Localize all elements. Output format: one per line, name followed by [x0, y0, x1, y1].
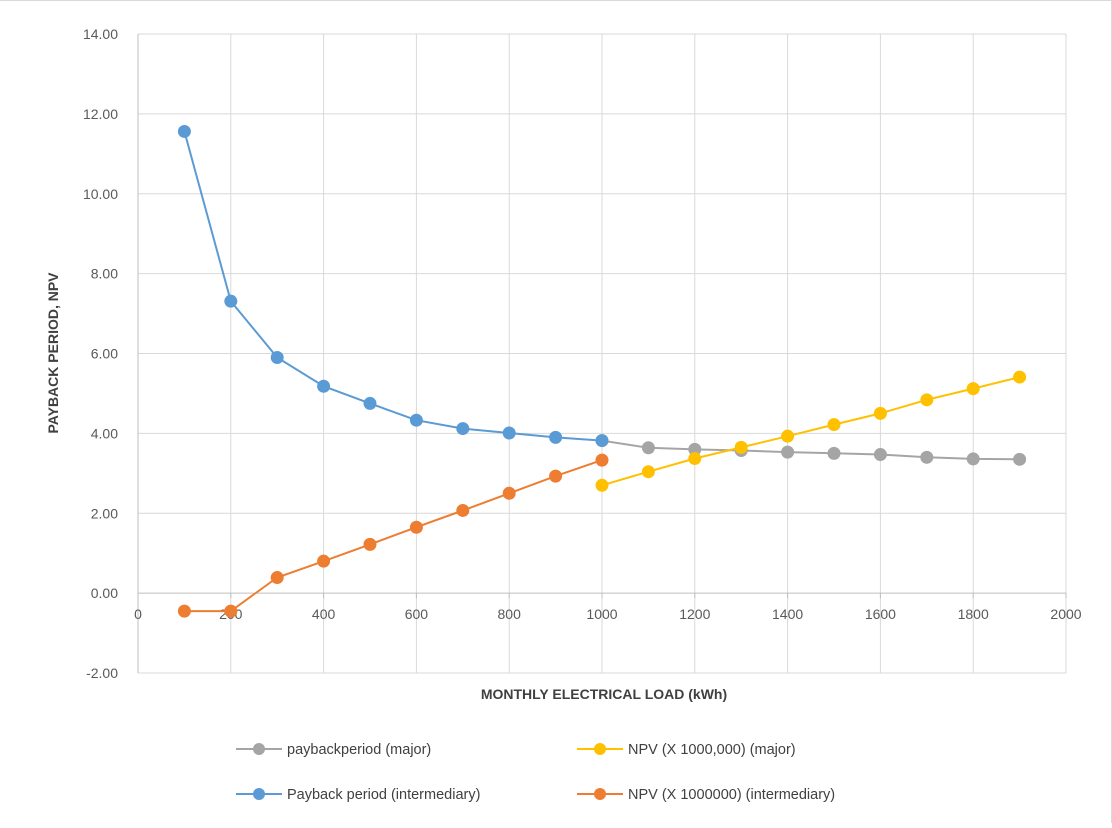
data-point [363, 396, 377, 410]
x-tick-label: 1400 [772, 606, 803, 622]
y-tick-label: 0.00 [91, 585, 118, 601]
data-point [873, 448, 887, 462]
legend-label: NPV (X 1000,000) (major) [628, 742, 796, 758]
data-point [781, 445, 795, 459]
data-point [827, 446, 841, 460]
data-point [1013, 370, 1027, 384]
data-point [641, 465, 655, 479]
data-point [920, 450, 934, 464]
data-point [595, 478, 609, 492]
data-point [502, 486, 516, 500]
data-point [409, 413, 423, 427]
data-point [966, 452, 980, 466]
y-tick-label: 12.00 [83, 106, 118, 122]
data-point [734, 440, 748, 454]
y-tick-label: 10.00 [83, 186, 118, 202]
data-point [827, 418, 841, 432]
data-point [177, 604, 191, 618]
data-point [363, 537, 377, 551]
data-point [595, 434, 609, 448]
legend-label: Payback period (intermediary) [287, 787, 480, 803]
y-tick-label: -2.00 [86, 665, 118, 681]
legend-item: NPV (X 1000000) (intermediary) [577, 787, 835, 803]
data-point [409, 520, 423, 534]
x-tick-label: 1600 [865, 606, 896, 622]
legend-item: Payback period (intermediary) [236, 787, 480, 803]
legend-label: paybackperiod (major) [287, 742, 431, 758]
data-point [224, 294, 238, 308]
x-tick-label: 1800 [958, 606, 989, 622]
y-tick-label: 4.00 [91, 425, 118, 441]
data-point [456, 503, 470, 517]
series [177, 124, 1027, 618]
x-tick-label: 2000 [1050, 606, 1081, 622]
data-point [688, 452, 702, 466]
series-2 [177, 124, 609, 448]
y-axis-title: PAYBACK PERIOD, NPV [45, 272, 61, 434]
data-point [317, 554, 331, 568]
series-line [184, 459, 603, 613]
series-line [601, 439, 1020, 461]
x-tick-label: 1200 [679, 606, 710, 622]
legend: paybackperiod (major) NPV (X 1000,000) (m… [236, 742, 835, 803]
legend-item: NPV (X 1000,000) (major) [577, 742, 796, 758]
data-point [177, 124, 191, 138]
data-point [270, 571, 284, 585]
y-tick-label: 6.00 [91, 346, 118, 362]
x-tick-labels: 0200400600800100012001400160018002000 [134, 606, 1082, 622]
data-point [549, 469, 563, 483]
data-point [549, 430, 563, 444]
series-line [183, 131, 603, 442]
legend-swatch-marker [253, 788, 265, 800]
legend-swatch-marker [594, 788, 606, 800]
data-point [920, 393, 934, 407]
x-tick-label: 600 [405, 606, 429, 622]
legend-swatch-marker [594, 743, 606, 755]
legend-swatch-marker [253, 743, 265, 755]
data-point [317, 379, 331, 393]
data-point [641, 441, 655, 455]
series-0 [595, 434, 1027, 466]
series-line [601, 376, 1020, 487]
data-point [966, 382, 980, 396]
x-tick-label: 0 [134, 606, 142, 622]
data-point [224, 604, 238, 618]
data-point [270, 350, 284, 364]
data-point [502, 426, 516, 440]
x-tick-label: 400 [312, 606, 336, 622]
x-tick-label: 1000 [586, 606, 617, 622]
legend-item: paybackperiod (major) [236, 742, 431, 758]
axes [137, 34, 1067, 673]
data-point [1013, 452, 1027, 466]
data-point [873, 406, 887, 420]
data-point [781, 429, 795, 443]
x-axis-title: MONTHLY ELECTRICAL LOAD (kWh) [481, 686, 727, 702]
data-point [456, 422, 470, 436]
y-tick-labels: -2.00 0.00 2.00 4.00 6.00 8.00 10.00 12.00 14.00 [83, 26, 118, 681]
y-tick-label: 8.00 [91, 266, 118, 282]
series-1 [595, 370, 1027, 492]
legend-label: NPV (X 1000000) (intermediary) [628, 787, 835, 803]
y-tick-label: 14.00 [83, 26, 118, 42]
data-point [595, 453, 609, 467]
series-3 [177, 453, 609, 618]
x-tick-label: 800 [498, 606, 522, 622]
y-tick-label: 2.00 [91, 505, 118, 521]
gridlines [138, 33, 1067, 674]
